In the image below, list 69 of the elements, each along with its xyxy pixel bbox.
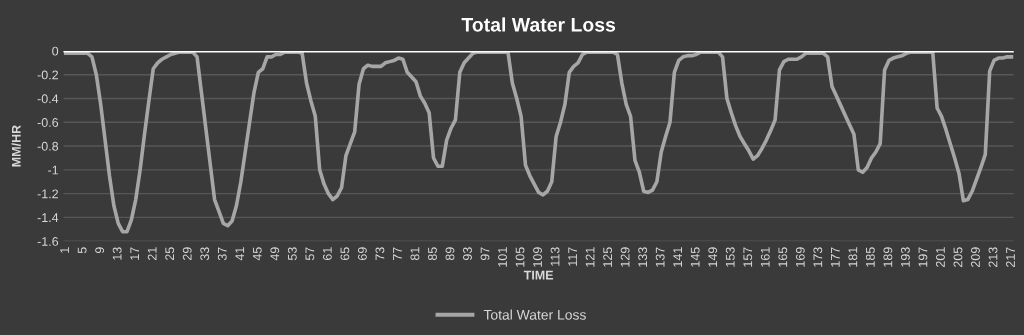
x-tick-label: 109	[533, 247, 542, 267]
x-tick-label: 21	[147, 247, 157, 261]
x-tick-label: 205	[953, 247, 963, 267]
x-tick-label: 137	[655, 247, 665, 267]
x-tick-label: 153	[725, 247, 735, 267]
y-axis-title: MM/HR	[11, 125, 21, 167]
x-tick-label: 17	[130, 247, 139, 260]
y-tick-label: -0.4	[37, 94, 59, 104]
x-tick-label: 173	[813, 247, 823, 267]
x-tick-label: 29	[182, 247, 192, 261]
x-tick-label: 81	[410, 247, 420, 261]
x-tick-label: 77	[393, 247, 402, 261]
x-tick-label: 181	[848, 247, 858, 267]
x-tick-label: 201	[936, 247, 945, 267]
x-tick-label: 73	[375, 247, 385, 261]
x-tick-label: 165	[778, 247, 788, 267]
y-tick-label: -1.2	[37, 189, 58, 199]
legend-label: Total Water Loss	[483, 309, 586, 320]
x-tick-label: 1	[60, 247, 69, 253]
y-tick-label: -0.8	[37, 141, 59, 151]
x-tick-label: 105	[515, 247, 525, 267]
x-tick-label: 65	[340, 247, 350, 261]
x-tick-label: 121	[585, 247, 595, 267]
x-tick-label: 149	[708, 247, 718, 267]
x-tick-label: 133	[638, 247, 648, 267]
y-tick-label: -0.6	[37, 118, 59, 127]
x-tick-label: 101	[498, 247, 507, 267]
x-tick-label: 117	[568, 247, 577, 266]
x-tick-label: 129	[620, 247, 630, 267]
x-tick-label: 45	[252, 247, 262, 261]
x-tick-label: 177	[831, 247, 840, 267]
x-tick-label: 169	[795, 247, 805, 267]
x-tick-label: 185	[865, 247, 875, 267]
x-tick-label: 25	[165, 247, 175, 261]
y-tick-label: 0	[52, 46, 59, 56]
chart-title: Total Water Loss	[461, 17, 616, 32]
x-tick-label: 161	[760, 247, 770, 267]
x-tick-label: 197	[918, 247, 928, 267]
x-tick-label: 13	[112, 247, 122, 260]
x-tick-label: 193	[900, 247, 910, 267]
y-tick-label: -1.6	[37, 237, 59, 246]
x-tick-label: 213	[988, 247, 998, 267]
x-tick-label: 37	[217, 247, 227, 261]
y-tick-label: -1.4	[37, 213, 59, 222]
x-tick-label: 85	[428, 247, 437, 261]
x-tick-label: 41	[235, 247, 245, 261]
x-tick-label: 125	[603, 247, 613, 267]
x-tick-label: 217	[1006, 247, 1015, 267]
x-tick-label: 113	[550, 247, 560, 266]
x-tick-label: 69	[357, 247, 367, 261]
y-tick-label: -0.2	[37, 70, 58, 80]
x-tick-label: 89	[445, 247, 455, 261]
x-tick-label: 141	[673, 247, 682, 267]
x-tick-label: 93	[463, 247, 472, 261]
x-tick-label: 97	[480, 247, 490, 261]
x-axis-title: TIME	[523, 270, 554, 280]
x-tick-label: 53	[287, 247, 297, 261]
x-tick-label: 49	[270, 247, 280, 261]
x-tick-label: 5	[77, 247, 87, 254]
x-tick-label: 57	[305, 247, 315, 261]
y-tick-label: -1	[48, 165, 59, 175]
x-tick-label: 145	[690, 247, 700, 267]
x-tick-label: 209	[971, 247, 980, 267]
x-tick-label: 157	[743, 247, 753, 267]
line-series	[63, 50, 1014, 234]
x-tick-label: 9	[95, 247, 105, 254]
x-tick-label: 61	[322, 247, 332, 261]
x-tick-label: 189	[883, 247, 893, 267]
x-tick-label: 33	[200, 247, 210, 261]
